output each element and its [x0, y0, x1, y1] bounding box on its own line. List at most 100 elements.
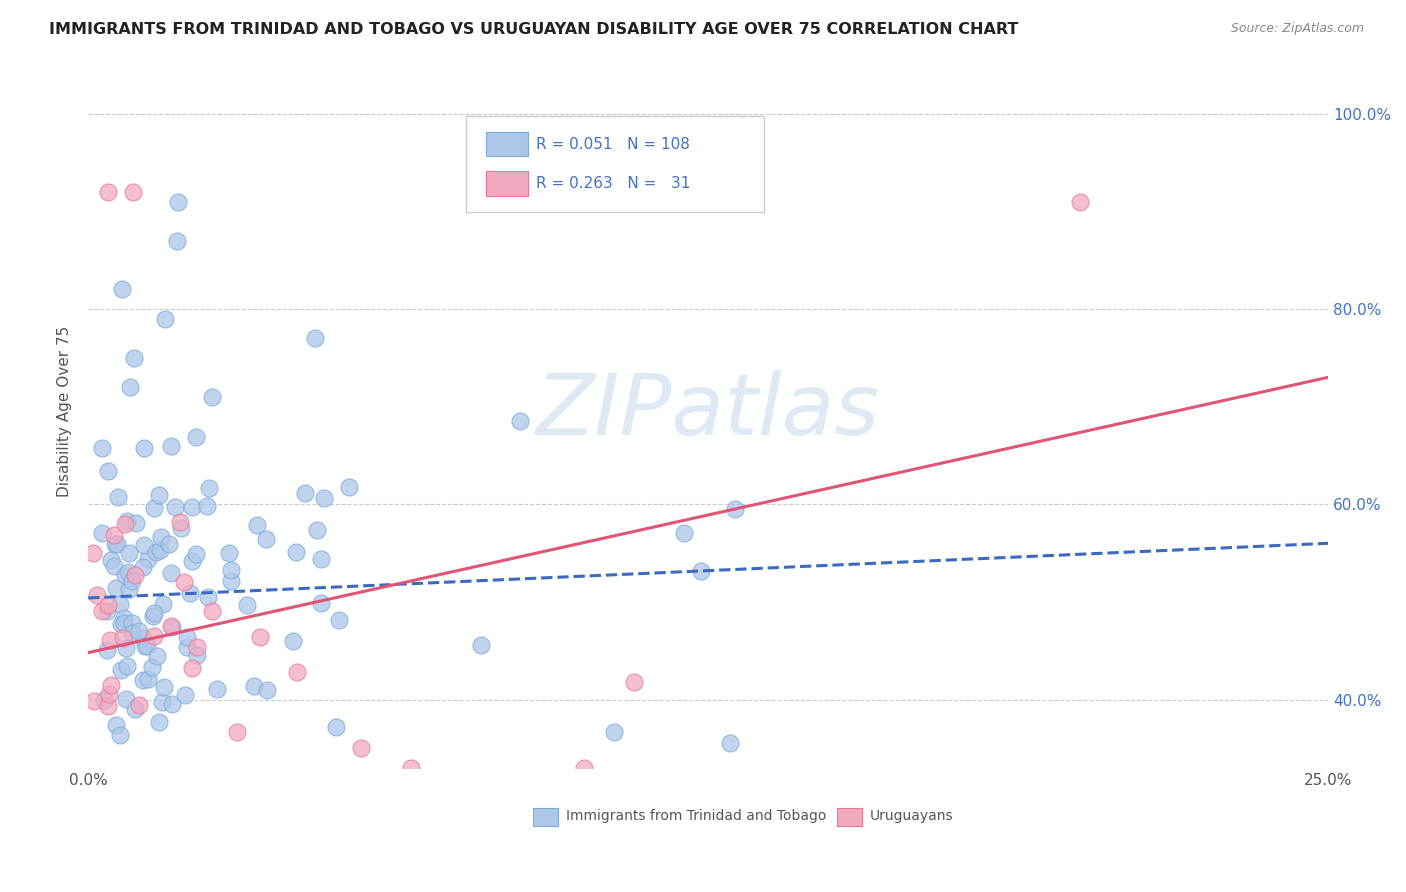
Point [105, 537, 128, 551]
FancyBboxPatch shape [533, 808, 558, 826]
Point [152, 680, 174, 694]
FancyBboxPatch shape [486, 132, 529, 156]
Point [93, 692, 115, 706]
Point [328, 613, 350, 627]
Point [97, 185, 120, 199]
Point [124, 702, 146, 716]
Point [111, 631, 134, 645]
Point [118, 546, 141, 560]
Point [207, 682, 229, 697]
Point [718, 736, 741, 750]
Point [173, 575, 195, 590]
Point [97, 599, 120, 613]
Point [179, 585, 201, 599]
Point [128, 698, 150, 713]
Point [115, 692, 138, 706]
Point [174, 688, 197, 702]
Point [90, 525, 112, 540]
Point [121, 574, 143, 589]
Point [91, 441, 114, 455]
Point [723, 502, 745, 516]
Point [159, 618, 181, 632]
Point [162, 620, 184, 634]
Point [114, 641, 136, 656]
Point [112, 611, 135, 625]
Point [100, 553, 122, 567]
Point [314, 491, 336, 505]
Point [176, 640, 198, 654]
Point [623, 675, 645, 690]
Point [197, 591, 219, 605]
Text: IMMIGRANTS FROM TRINIDAD AND TOBAGO VS URUGUAYAN DISABILITY AGE OVER 75 CORRELAT: IMMIGRANTS FROM TRINIDAD AND TOBAGO VS U… [49, 22, 1018, 37]
Point [236, 598, 259, 612]
Point [125, 516, 148, 530]
FancyBboxPatch shape [467, 116, 763, 212]
Point [104, 581, 127, 595]
Point [350, 741, 373, 756]
Point [186, 640, 208, 655]
Point [1069, 194, 1091, 209]
Point [152, 597, 174, 611]
Point [86, 588, 108, 602]
Point [141, 659, 163, 673]
Point [170, 521, 193, 535]
Point [305, 524, 328, 538]
Point [83, 694, 105, 708]
Point [186, 547, 208, 561]
Point [118, 380, 141, 394]
Point [110, 663, 132, 677]
Point [121, 615, 143, 630]
Point [134, 639, 156, 653]
Point [100, 677, 122, 691]
Point [160, 697, 183, 711]
Point [285, 665, 308, 679]
Point [132, 442, 155, 456]
Point [159, 439, 181, 453]
Point [690, 564, 713, 578]
Point [226, 724, 249, 739]
Text: ZIPatlas: ZIPatlas [536, 370, 880, 453]
Point [142, 629, 165, 643]
Point [104, 537, 127, 551]
Text: Immigrants from Trinidad and Tobago: Immigrants from Trinidad and Tobago [565, 809, 825, 823]
Point [399, 761, 422, 775]
Point [165, 500, 187, 514]
Point [672, 525, 695, 540]
Point [108, 728, 131, 742]
Point [136, 552, 159, 566]
Point [166, 234, 188, 248]
Point [97, 699, 120, 714]
Point [186, 648, 208, 662]
Point [249, 631, 271, 645]
Point [283, 633, 305, 648]
Point [180, 554, 202, 568]
Point [304, 331, 326, 345]
Point [114, 568, 136, 582]
Point [122, 185, 145, 199]
Point [82, 546, 104, 560]
Point [100, 632, 122, 647]
Point [470, 639, 492, 653]
Point [112, 615, 135, 630]
Point [311, 552, 333, 566]
Point [115, 514, 138, 528]
Point [150, 695, 173, 709]
Point [167, 194, 190, 209]
Point [186, 430, 208, 444]
Point [572, 761, 595, 775]
Point [91, 603, 114, 617]
Point [195, 499, 218, 513]
Point [111, 283, 134, 297]
FancyBboxPatch shape [837, 808, 862, 826]
Point [256, 682, 278, 697]
Point [118, 582, 141, 597]
Point [114, 516, 136, 531]
Point [142, 608, 165, 623]
Point [149, 543, 172, 558]
Point [246, 518, 269, 533]
Point [157, 536, 180, 550]
Point [108, 597, 131, 611]
Point [159, 566, 181, 581]
Point [254, 532, 277, 546]
Point [136, 673, 159, 687]
